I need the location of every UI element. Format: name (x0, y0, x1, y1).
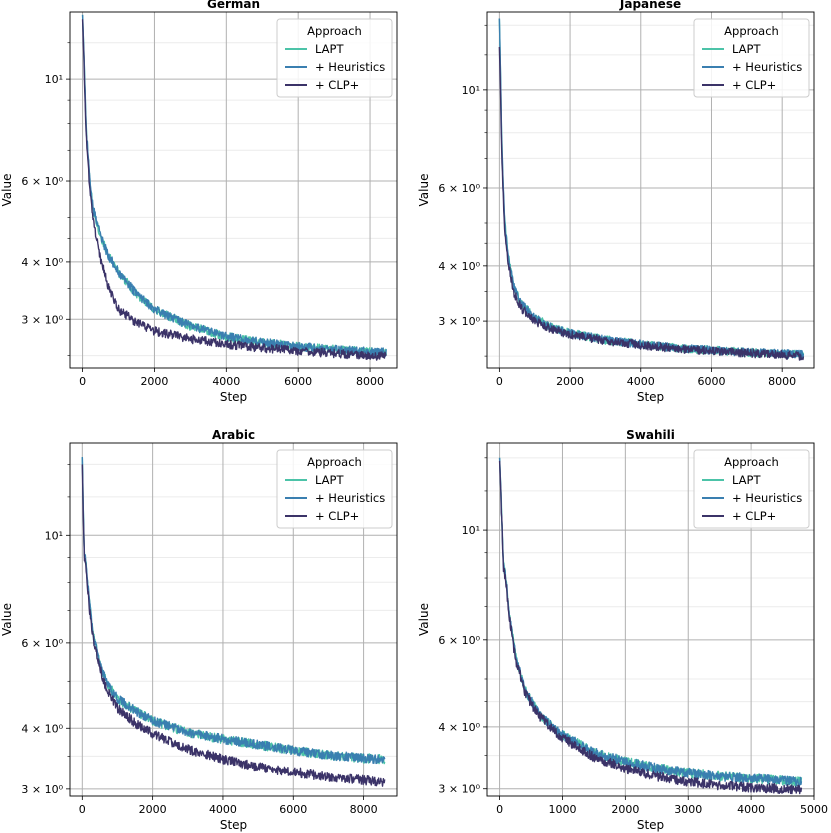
panel-title: Arabic (212, 428, 255, 442)
y-tick-label: 10¹ (462, 524, 480, 537)
x-tick-label: 5000 (800, 803, 828, 816)
y-tick-label: 10¹ (45, 73, 63, 86)
legend-entry: + Heuristics (732, 60, 802, 74)
panel-japanese: 0 2000 4000 6000 8000 3 × 10⁰ 4 × 10⁰ 6 × 10⁰ 10… (417, 0, 815, 404)
panel-title: Swahili (626, 428, 675, 442)
x-tick-label: 4000 (737, 803, 765, 816)
x-tick-label: 2000 (611, 803, 639, 816)
y-tick-label: 10¹ (462, 84, 480, 97)
x-tick-label: 8000 (350, 803, 378, 816)
legend-entry: + Heuristics (315, 491, 385, 505)
x-tick-label: 2000 (140, 375, 168, 388)
x-tick-label: 4000 (212, 375, 240, 388)
legend-entry: LAPT (732, 473, 761, 487)
panel-german: 0 2000 4000 6000 8000 3 × 10⁰ 4 × 10⁰ 6 × 10⁰ 10… (0, 0, 398, 404)
legend: Approach LAPT + Heuristics + CLP+ (693, 18, 810, 98)
legend-entry: + CLP+ (315, 78, 359, 92)
panel-title: German (207, 0, 260, 11)
series-line-heuristics (81, 457, 386, 765)
legend-entry: LAPT (732, 42, 761, 56)
x-axis-label: Step (637, 818, 664, 832)
legend: Approach LAPT + Heuristics + CLP+ (693, 449, 810, 529)
series-line-clp (81, 19, 387, 361)
x-tick-label: 8000 (356, 375, 384, 388)
x-tick-label: 6000 (697, 375, 725, 388)
x-tick-label: 0 (79, 803, 86, 816)
x-axis-label: Step (220, 390, 247, 404)
legend: Approach LAPT + Heuristics + CLP+ (276, 18, 393, 98)
x-axis-label: Step (220, 818, 247, 832)
axes-frame (69, 442, 398, 797)
legend-entry: + Heuristics (732, 491, 802, 505)
x-tick-label: 8000 (768, 375, 796, 388)
legend-entry: LAPT (315, 42, 344, 56)
series-line-clp (498, 460, 803, 795)
y-axis-label: Value (417, 603, 431, 636)
series-line-clp (81, 464, 386, 787)
y-tick-label: 4 × 10⁰ (438, 260, 480, 273)
series-line-clp (498, 47, 805, 361)
series-group (498, 457, 803, 795)
legend-entry: + CLP+ (315, 509, 359, 523)
series-group (81, 14, 387, 361)
y-tick-label: 3 × 10⁰ (438, 315, 480, 328)
legend-entry: + Heuristics (315, 60, 385, 74)
y-tick-label: 4 × 10⁰ (438, 721, 480, 734)
x-tick-label: 1000 (548, 803, 576, 816)
legend-title: Approach (307, 455, 362, 469)
x-tick-label: 4000 (209, 803, 237, 816)
axes-frame (69, 11, 398, 369)
y-tick-label: 3 × 10⁰ (21, 313, 63, 326)
panel-arabic: 0 2000 4000 6000 8000 3 × 10⁰ 4 × 10⁰ 6 × 10⁰ 10… (0, 428, 398, 832)
y-tick-label: 10¹ (45, 529, 63, 542)
axes-frame (486, 442, 815, 797)
x-tick-label: 4000 (627, 375, 655, 388)
panel-swahili: 0 1000 2000 3000 4000 5000 3 × 10⁰ 4 × 10⁰ 6 × 1… (417, 428, 828, 832)
y-axis-label: Value (0, 174, 14, 207)
legend-box (276, 449, 393, 529)
y-tick-label: 4 × 10⁰ (21, 722, 63, 735)
legend-entry: + CLP+ (732, 78, 776, 92)
x-tick-label: 0 (496, 375, 503, 388)
x-tick-label: 6000 (279, 803, 307, 816)
series-group (498, 18, 805, 361)
series-line-heuristics (81, 14, 387, 357)
axes-frame (486, 11, 815, 369)
x-tick-label: 0 (496, 803, 503, 816)
y-tick-label: 6 × 10⁰ (21, 175, 63, 188)
y-tick-label: 4 × 10⁰ (21, 256, 63, 269)
x-tick-label: 2000 (556, 375, 584, 388)
y-tick-label: 3 × 10⁰ (21, 783, 63, 796)
series-group (81, 457, 386, 787)
legend-box (276, 18, 393, 98)
legend-box (693, 18, 810, 98)
y-tick-label: 6 × 10⁰ (21, 637, 63, 650)
x-tick-label: 0 (79, 375, 86, 388)
legend-entry: LAPT (315, 473, 344, 487)
y-axis-label: Value (417, 174, 431, 207)
x-tick-label: 6000 (284, 375, 312, 388)
legend-title: Approach (724, 24, 779, 38)
legend-box (693, 449, 810, 529)
y-tick-label: 6 × 10⁰ (438, 634, 480, 647)
y-tick-label: 6 × 10⁰ (438, 182, 480, 195)
legend: Approach LAPT + Heuristics + CLP+ (276, 449, 393, 529)
y-tick-label: 3 × 10⁰ (438, 783, 480, 796)
x-tick-label: 3000 (674, 803, 702, 816)
x-tick-label: 2000 (139, 803, 167, 816)
legend-entry: + CLP+ (732, 509, 776, 523)
y-axis-label: Value (0, 603, 14, 636)
legend-title: Approach (307, 24, 362, 38)
panel-title: Japanese (619, 0, 681, 11)
x-axis-label: Step (637, 390, 664, 404)
legend-title: Approach (724, 455, 779, 469)
